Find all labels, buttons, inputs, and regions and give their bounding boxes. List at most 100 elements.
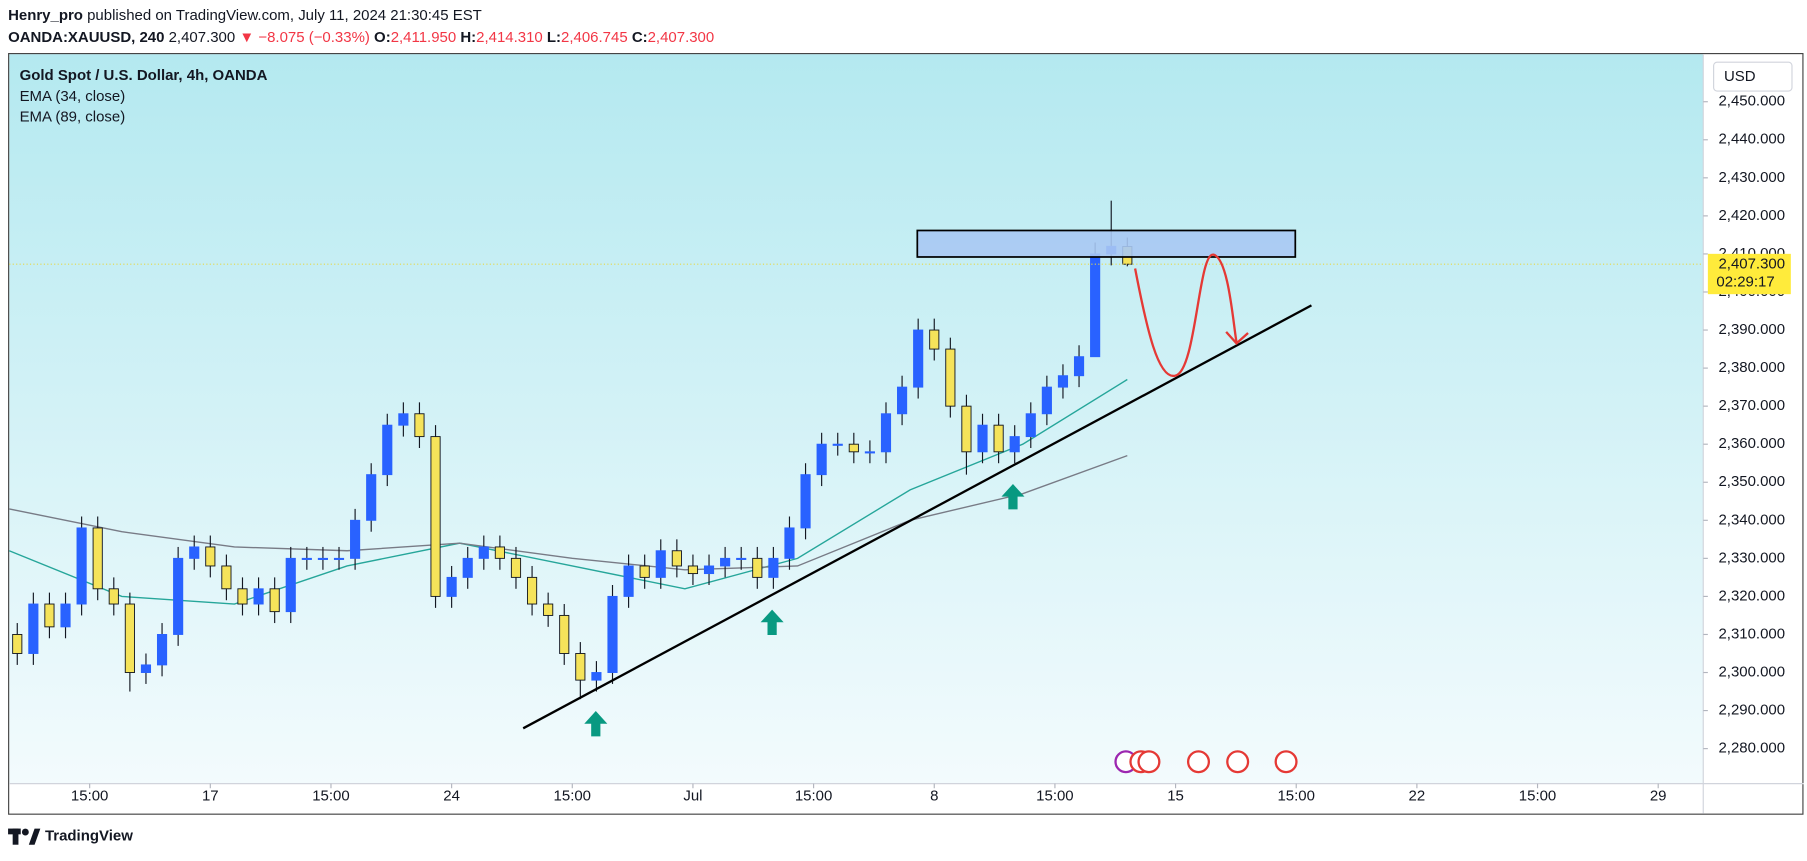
x-tick-label: 24 [443,787,460,804]
arrow-up [584,711,608,737]
x-tick-label: 29 [1650,787,1667,804]
change: ▼ −8.075 (−0.33%) [239,29,370,46]
y-tick-label: 2,430.000 [1718,169,1785,186]
y-tick-label: 2,420.000 [1718,207,1785,224]
candle-body [478,546,489,559]
y-tick-label: 2,370.000 [1718,397,1785,414]
countdown: 02:29:17 [1716,274,1774,291]
projection-path [1133,253,1249,377]
x-tick-label: 15:00 [1036,787,1073,804]
arrow-up [1001,484,1025,510]
candle-body [317,557,328,560]
candle-body [671,550,682,567]
candle-body [205,546,216,567]
candle-body [880,413,892,453]
event-icon [1137,750,1161,774]
h-label: H: [460,29,476,46]
candle-body [703,565,715,575]
candle-body [784,527,795,559]
header-line-1: Henry_pro published on TradingView.com, … [8,7,482,24]
candle-body [124,603,135,673]
candle-body [76,527,87,605]
candle-body [398,413,409,426]
c-value: 2,407.300 [648,29,715,46]
last-price-label: 2,407.300 [1718,256,1785,273]
candle-body [269,588,280,613]
candle-body [559,614,570,654]
candle-body [913,329,924,388]
arrows [584,484,1025,737]
candle-body [929,329,940,350]
logo-dot [21,828,29,836]
candle-body [44,603,55,628]
candle-body [173,557,184,635]
candle-body [494,546,505,559]
candle-body [720,557,731,567]
candle-body [655,550,666,578]
candle-body [333,557,345,560]
c-label: C: [632,29,648,46]
legend-entry: EMA (34, close) [20,88,126,105]
candle-body [301,557,312,560]
y-tick-label: 2,290.000 [1718,702,1785,719]
l-value: 2,406.745 [561,29,628,46]
x-tick-label: 22 [1409,787,1426,804]
x-tick-label: 15:00 [1277,787,1314,804]
frame [8,53,1804,815]
y-tick-label: 2,440.000 [1718,131,1785,148]
candle-body [60,603,71,628]
h-value: 2,414.310 [476,29,543,46]
logo-stem [12,828,19,845]
legend-entry: EMA (89, close) [20,108,126,125]
candle-body [848,443,859,453]
candle-body [607,595,618,673]
brand: TradingView [45,828,133,845]
candle-body [816,443,827,476]
o-label: O: [374,29,391,46]
footer-logo [8,828,41,845]
published: published on TradingView.com, July 11, 2… [87,7,482,24]
y-tick-label: 2,280.000 [1718,740,1785,757]
candle-body [768,557,779,578]
candle-body [414,413,425,438]
event-icon [1226,750,1250,774]
candle-body [140,664,152,673]
x-tick-label: 15:00 [71,787,108,804]
candle-body [446,576,457,597]
currency-box[interactable] [1713,61,1793,92]
candle-body [832,443,843,446]
candle-body [687,565,699,575]
plot [8,101,1708,789]
candle-body [800,474,811,529]
candle-body [575,653,586,681]
candle-body [961,405,972,453]
event-icon [1186,750,1211,774]
x-tick-label: 15 [1167,787,1184,804]
candle-body [526,576,538,605]
y-tick-label: 2,450.000 [1718,93,1785,110]
event-icon [1274,750,1298,774]
y-tick-label: 2,320.000 [1718,587,1785,604]
candle-body [108,588,119,605]
candle-body [156,634,168,666]
candle-body [253,588,264,605]
header-line-2: OANDA:XAUUSD, 240 2,407.300 ▼ −8.075 (−0… [8,29,714,46]
canvas: Henry_pro published on TradingView.com, … [8,7,1804,845]
candle-body [237,588,248,605]
candle-body [639,565,650,578]
candle-body [1025,413,1036,438]
candle-body [1090,253,1101,358]
x-tick-label: 17 [202,787,219,804]
candle-body [752,557,763,578]
resistance-zone [916,229,1297,258]
candle-body [1057,375,1069,388]
y-tick-label: 2,300.000 [1718,663,1785,680]
candle-body [28,603,39,654]
candle-body [1041,386,1052,415]
ema-line [8,378,1128,605]
currency: USD [1724,68,1756,85]
candle-body [285,557,296,613]
plot-background [9,54,1704,784]
event-icons [1114,750,1298,774]
